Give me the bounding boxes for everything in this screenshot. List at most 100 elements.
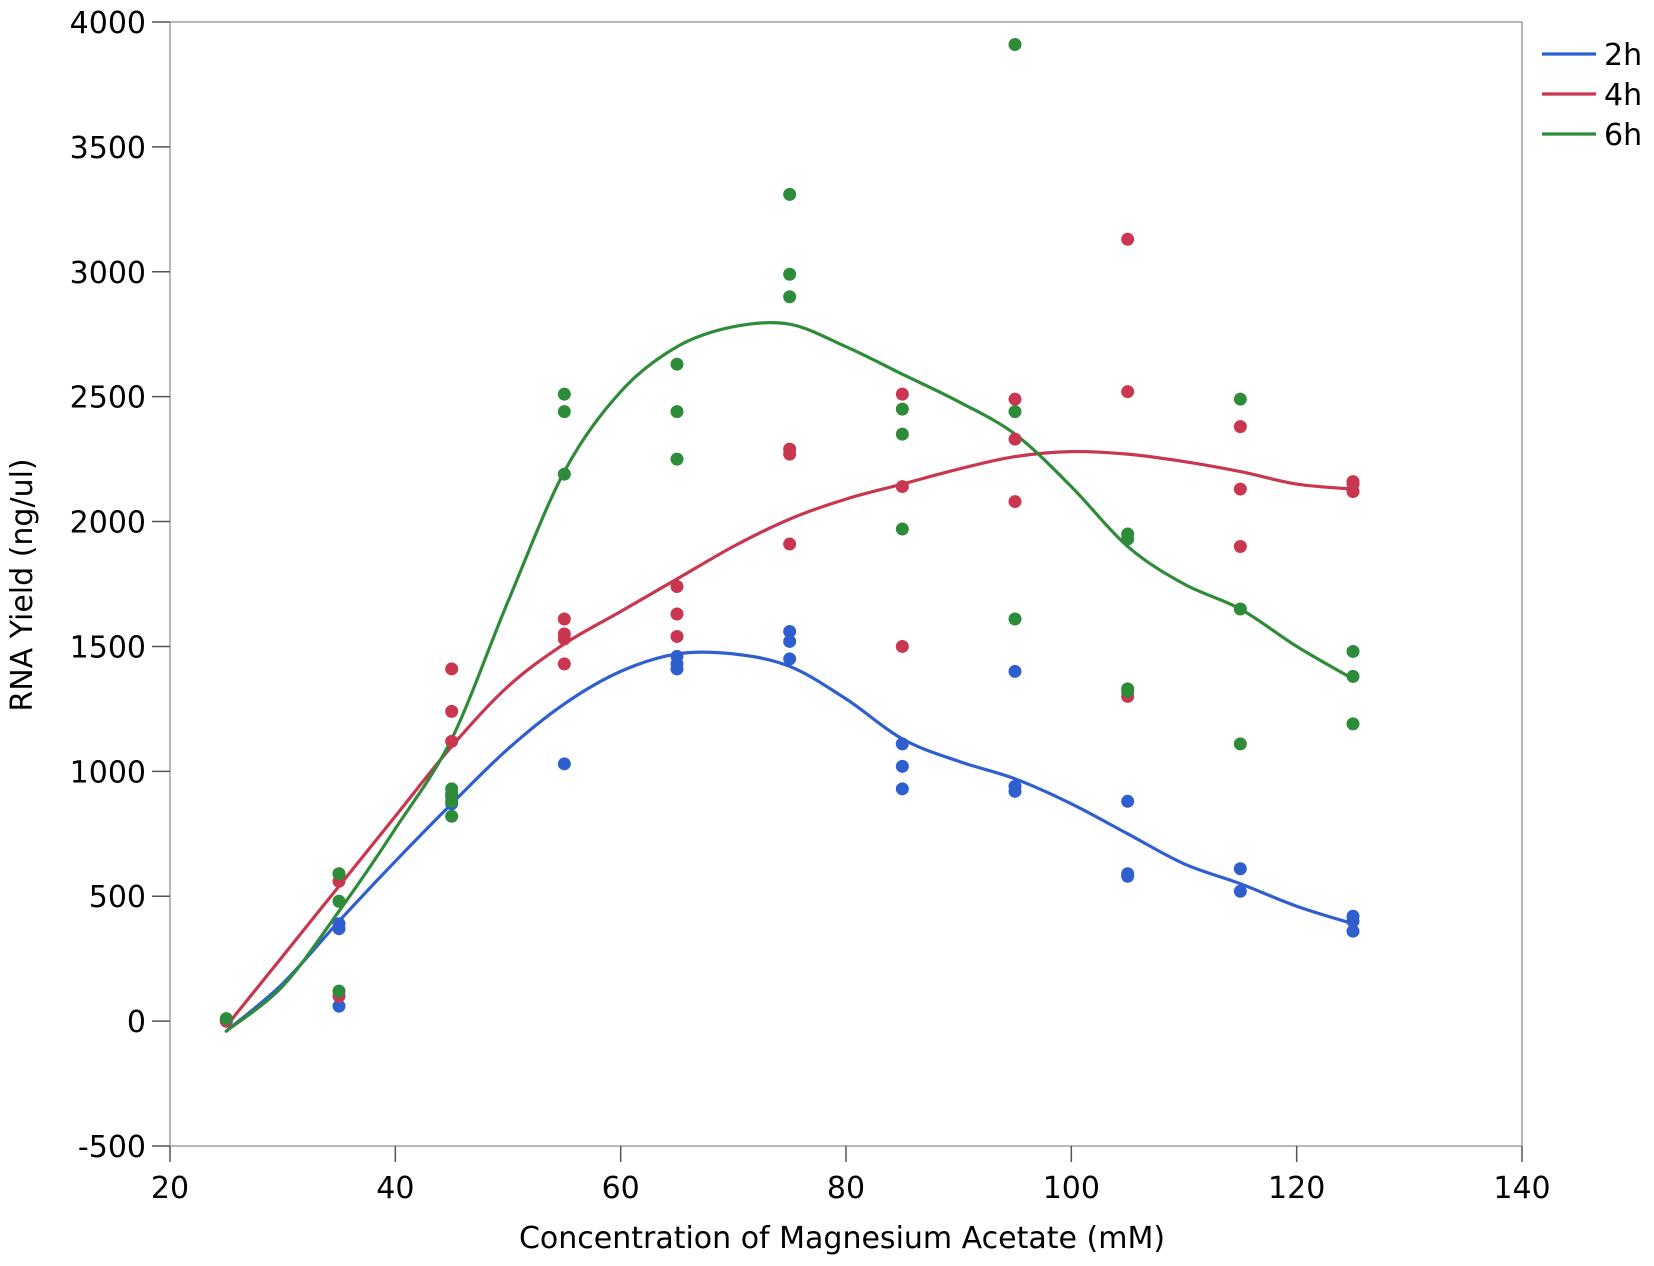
- y-tick-label: 3000: [70, 256, 146, 291]
- point-4h: [1346, 475, 1360, 489]
- fit-line-6h: [224, 320, 1355, 1033]
- x-axis: 20 40 60 80 100 120 140: [151, 1146, 1551, 1206]
- point-2h: [895, 737, 909, 751]
- point-4h: [1008, 432, 1022, 446]
- point-4h: [557, 612, 571, 626]
- point-2h: [1008, 664, 1022, 678]
- y-axis-title: RNA Yield (ng/ul): [5, 458, 40, 711]
- point-6h: [670, 357, 684, 371]
- fit-lines: [224, 320, 1355, 1033]
- point-6h: [332, 867, 346, 881]
- point-2h: [1233, 884, 1247, 898]
- point-6h: [1346, 644, 1360, 658]
- point-2h: [783, 624, 797, 638]
- y-tick-label: 2500: [70, 381, 146, 416]
- point-4h: [1233, 540, 1247, 554]
- point-2h: [332, 917, 346, 931]
- y-axis: -500 0 500 1000 1500 2000 2500 3000 3500 4000: [70, 6, 170, 1165]
- x-tick-label: 60: [602, 1171, 640, 1206]
- point-6h: [1346, 669, 1360, 683]
- x-tick-label: 80: [827, 1171, 865, 1206]
- point-4h: [670, 579, 684, 593]
- point-2h: [1121, 794, 1135, 808]
- point-2h: [332, 999, 346, 1013]
- point-6h: [783, 187, 797, 201]
- point-6h: [557, 467, 571, 481]
- point-4h: [1008, 495, 1022, 509]
- x-axis-title: Concentration of Magnesium Acetate (mM): [519, 1221, 1165, 1256]
- point-2h: [670, 649, 684, 663]
- x-tick-label: 140: [1493, 1171, 1550, 1206]
- point-6h: [1233, 737, 1247, 751]
- fit-line-2h: [224, 650, 1355, 1033]
- legend-label-2h: 2h: [1604, 38, 1642, 73]
- point-6h: [895, 427, 909, 441]
- point-4h: [1233, 482, 1247, 496]
- point-6h: [445, 782, 459, 796]
- point-4h: [445, 704, 459, 718]
- point-2h: [1346, 909, 1360, 923]
- point-4h: [783, 537, 797, 551]
- plot-area: [169, 21, 1523, 1147]
- y-tick-label: 2000: [70, 506, 146, 541]
- point-6h: [1008, 37, 1022, 51]
- point-4h: [557, 627, 571, 641]
- y-tick-label: 1500: [70, 630, 146, 665]
- point-2h: [557, 757, 571, 771]
- point-2h: [895, 759, 909, 773]
- point-6h: [1121, 682, 1135, 696]
- x-tick-label: 20: [151, 1171, 189, 1206]
- point-6h: [1008, 405, 1022, 419]
- point-2h: [783, 652, 797, 666]
- y-tick-label: 0: [127, 1005, 146, 1040]
- y-tick-label: 1000: [70, 755, 146, 790]
- point-4h: [1008, 392, 1022, 406]
- point-4h: [1233, 420, 1247, 434]
- point-6h: [332, 894, 346, 908]
- point-4h: [445, 734, 459, 748]
- point-4h: [557, 657, 571, 671]
- point-2h: [783, 634, 797, 648]
- point-4h: [1121, 232, 1135, 246]
- legend: 2h 4h 6h: [1542, 38, 1642, 153]
- point-6h: [783, 290, 797, 304]
- point-6h: [1121, 527, 1135, 541]
- point-6h: [895, 402, 909, 416]
- point-4h: [895, 639, 909, 653]
- point-4h: [670, 607, 684, 621]
- point-4h: [895, 387, 909, 401]
- point-4h: [895, 480, 909, 494]
- legend-label-4h: 4h: [1604, 78, 1642, 113]
- point-6h: [783, 267, 797, 281]
- point-6h: [557, 405, 571, 419]
- x-tick-label: 120: [1268, 1171, 1325, 1206]
- point-2h: [895, 782, 909, 796]
- y-tick-label: 4000: [70, 6, 146, 41]
- point-6h: [332, 984, 346, 998]
- legend-label-6h: 6h: [1604, 118, 1642, 153]
- y-tick-label: 3500: [70, 131, 146, 166]
- point-2h: [1346, 924, 1360, 938]
- point-4h: [445, 662, 459, 676]
- point-6h: [445, 809, 459, 823]
- point-2h: [1233, 862, 1247, 876]
- point-2h: [1121, 867, 1135, 881]
- point-6h: [557, 387, 571, 401]
- x-tick-label: 40: [376, 1171, 414, 1206]
- point-4h: [1121, 385, 1135, 399]
- y-tick-label: -500: [78, 1130, 146, 1165]
- x-tick-label: 100: [1043, 1171, 1100, 1206]
- fit-line-4h: [224, 449, 1355, 1028]
- point-4h: [783, 442, 797, 456]
- y-tick-label: 500: [89, 880, 146, 915]
- data-points: [219, 37, 1360, 1028]
- point-2h: [1008, 779, 1022, 793]
- point-6h: [670, 405, 684, 419]
- point-6h: [1346, 717, 1360, 731]
- point-6h: [895, 522, 909, 536]
- point-6h: [670, 452, 684, 466]
- point-6h: [1233, 392, 1247, 406]
- point-6h: [1233, 602, 1247, 616]
- point-4h: [670, 629, 684, 643]
